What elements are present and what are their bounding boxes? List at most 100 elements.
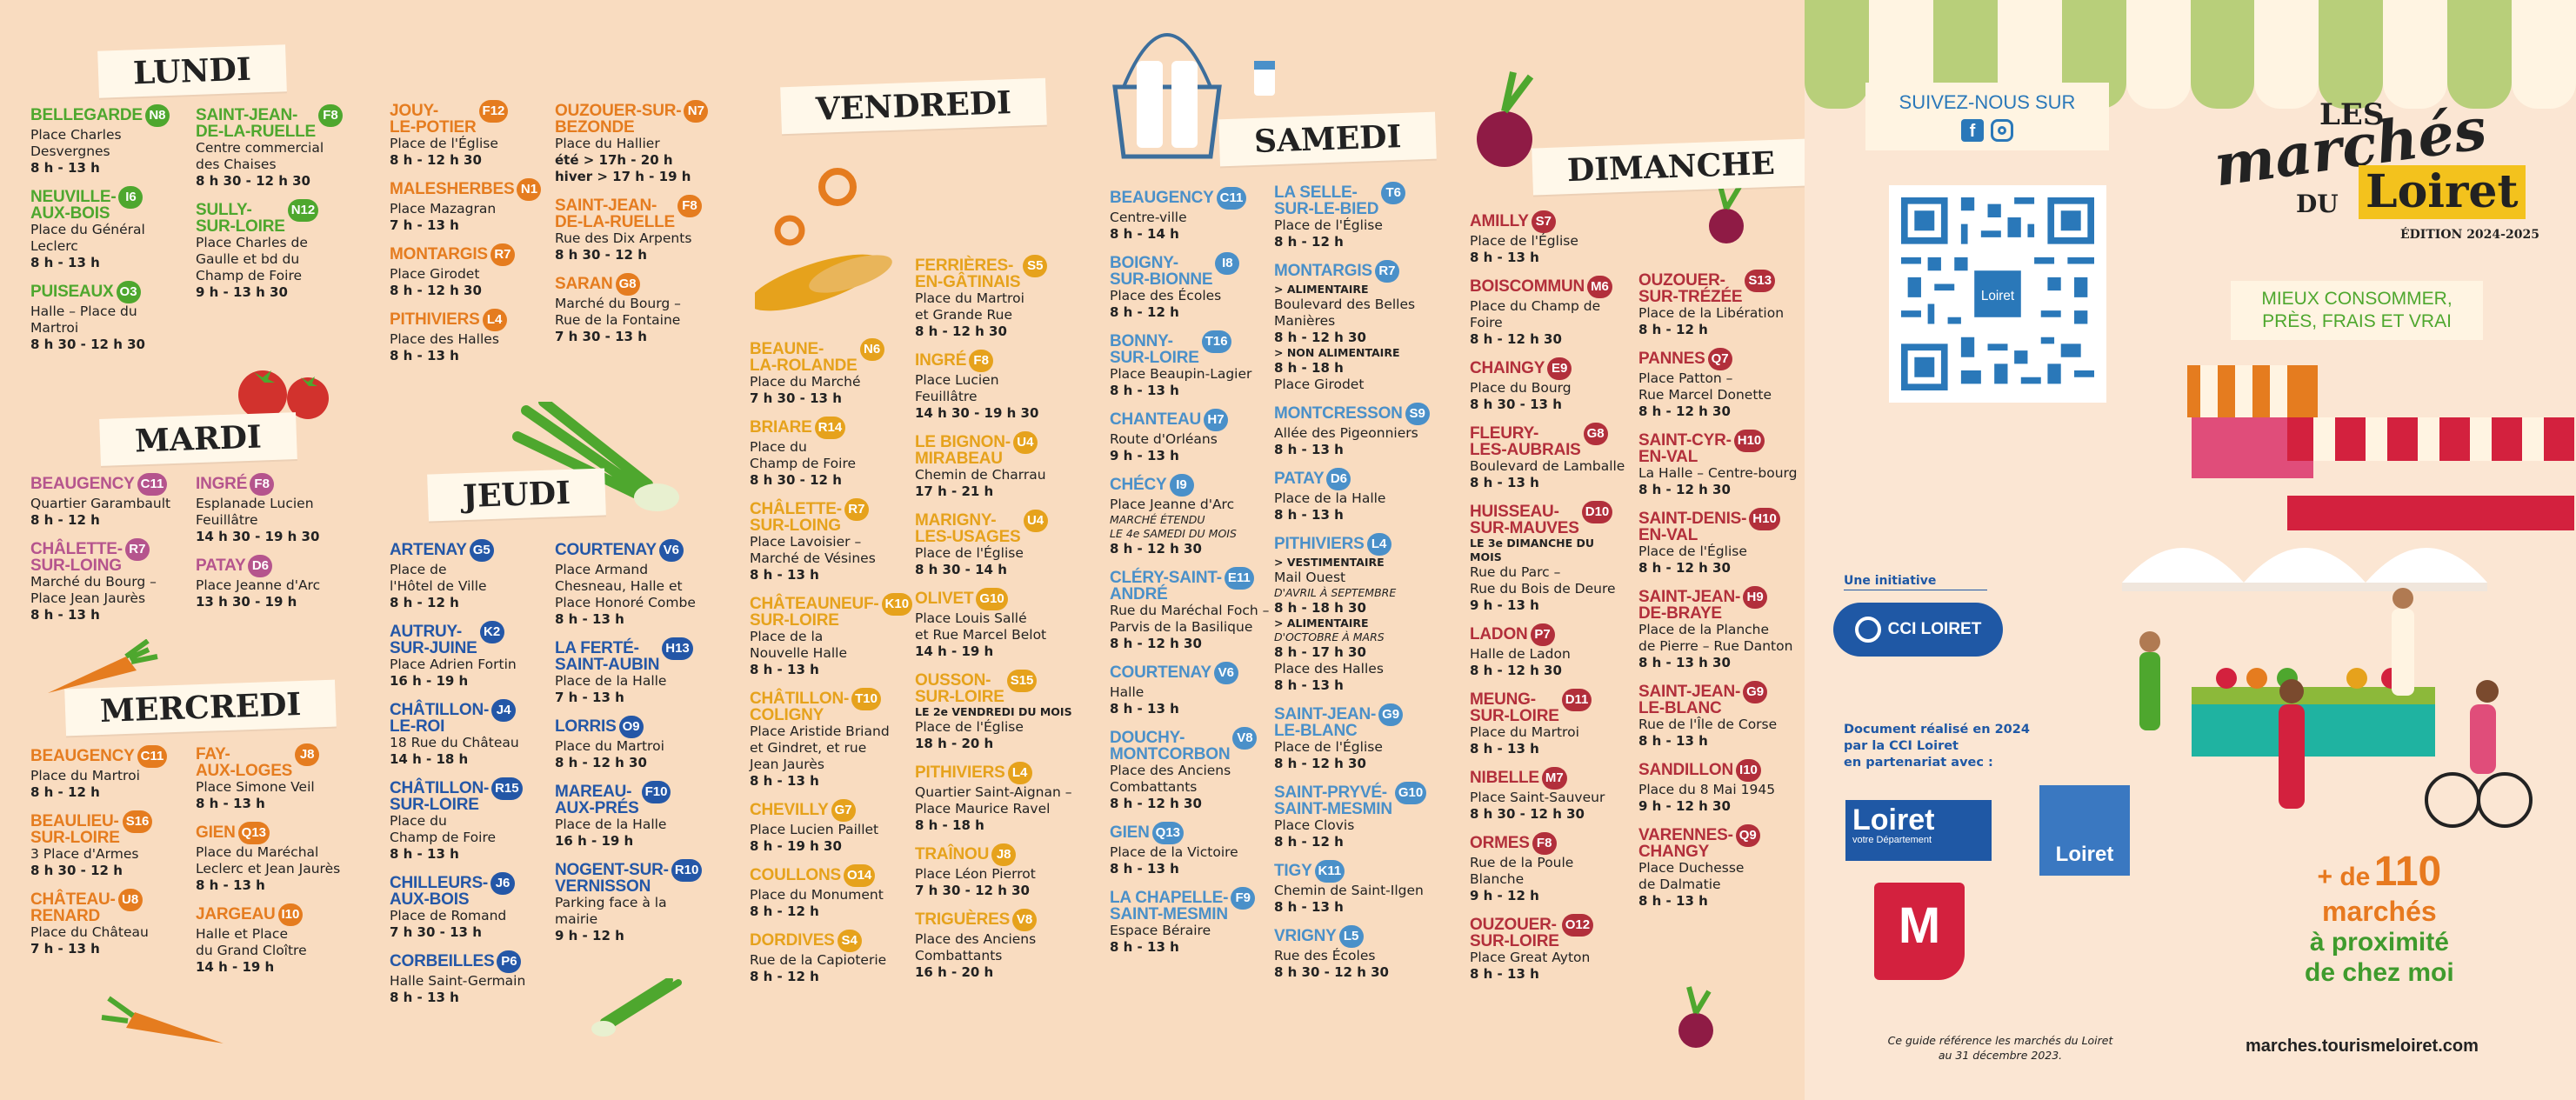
tomatoes-illustration bbox=[238, 370, 329, 419]
market-entry: CHANTEAU H7 Route d'Orléans 9 h - 13 h bbox=[1110, 409, 1271, 464]
market-address: Place Charles Desvergnes bbox=[30, 127, 122, 159]
market-address: Halle de Ladon bbox=[1470, 646, 1571, 662]
map-grid-badge: G8 bbox=[615, 273, 640, 296]
market-entry: MEUNG- SUR-LOIRE D11 Place du Martroi 8 h -… bbox=[1470, 689, 1626, 757]
market-name: LADON bbox=[1470, 625, 1528, 643]
map-grid-badge: R7 bbox=[490, 243, 515, 266]
market-hours: 8 h - 12 h 30 bbox=[1274, 756, 1366, 771]
market-header: OUSSON- SUR-LOIRE S15 bbox=[915, 670, 1084, 705]
market-name: SAINT-JEAN- LE-BLANC bbox=[1638, 683, 1741, 717]
market-hours: 8 h - 12 h bbox=[390, 595, 459, 610]
map-grid-badge: F9 bbox=[1231, 887, 1256, 910]
market-address: Halle et Place du Grand Cloître bbox=[196, 926, 307, 958]
market-header: BEAUGENCY C11 bbox=[30, 473, 191, 496]
market-address: Place du Martroi bbox=[555, 738, 664, 754]
market-header: NOGENT-SUR- VERNISSON R10 bbox=[555, 859, 729, 895]
market-hours: 8 h - 13 h 30 bbox=[1638, 655, 1731, 670]
market-header: BONNY- SUR-LOIRE T16 bbox=[1110, 330, 1271, 366]
market-hours: 9 h - 12 h bbox=[1470, 888, 1539, 903]
market-name: SAINT-JEAN- DE-LA-RUELLE bbox=[196, 106, 316, 141]
market-hours: 9 h - 13 h 30 bbox=[196, 284, 288, 300]
market-address: Marché du Bourg – Place Jean Jaurès bbox=[30, 574, 157, 606]
market-entry: GIEN Q13 Place de la Victoire 8 h - 13 h bbox=[1110, 822, 1271, 877]
market-header: ORMES F8 bbox=[1470, 832, 1626, 855]
market-header: NIBELLE M7 bbox=[1470, 767, 1626, 790]
facebook-icon[interactable]: f bbox=[1961, 119, 1984, 142]
map-grid-badge: S5 bbox=[1023, 255, 1048, 277]
market-hours: 8 h - 13 h bbox=[1638, 733, 1708, 749]
map-grid-badge: S7 bbox=[1531, 210, 1556, 233]
market-address: Place Duchesse de Dalmatie bbox=[1638, 860, 1745, 892]
market-hours: 8 h - 13 h bbox=[390, 846, 459, 862]
market-entry: INGRÉ F8 Esplanade Lucien Feuillâtre 14 h 3… bbox=[196, 473, 352, 545]
market-entry: CHÂTILLON- SUR-LOIRE R15 Place du Champ de… bbox=[390, 777, 546, 863]
market-header: SULLY- SUR-LOIRE N12 bbox=[196, 199, 370, 235]
m-ton-marche-logo[interactable]: M bbox=[1874, 883, 1965, 980]
market-header: DOUCHY- MONTCORBON V8 bbox=[1110, 727, 1271, 763]
market-address: Place du 8 Mai 1945 bbox=[1638, 782, 1776, 797]
website-link[interactable]: marches.tourismeloiret.com bbox=[2246, 1037, 2479, 1056]
loiret-departement-logo[interactable]: Loiret votre Département bbox=[1845, 800, 1992, 861]
market-entry: SARAN G8 Marché du Bourg – Rue de la Fonta… bbox=[555, 273, 729, 345]
market-hours: 14 h - 19 h bbox=[196, 959, 275, 975]
market-name: AMILLY bbox=[1470, 212, 1529, 230]
market-header: LADON P7 bbox=[1470, 623, 1626, 646]
beetroot-illustration bbox=[1477, 71, 1534, 167]
market-name: MARIGNY- LES-USAGES bbox=[915, 511, 1021, 546]
qr-code[interactable]: Loiret bbox=[1889, 185, 2106, 403]
market-address: Place de l'Église bbox=[1470, 233, 1578, 249]
market-header: DORDIVES S4 bbox=[750, 930, 906, 952]
market-entry: MARIGNY- LES-USAGES U4 Place de l'Église 8 … bbox=[915, 510, 1084, 578]
market-address: Place de Romand bbox=[390, 908, 507, 923]
market-note: > NON ALIMENTAIRE bbox=[1274, 346, 1400, 359]
column-samedi-1: BEAUGENCY C11 Centre-ville 8 h - 14 h BOIGNY… bbox=[1110, 187, 1271, 968]
tourisme-loiret-logo[interactable]: Loiret bbox=[2039, 785, 2130, 876]
map-grid-badge: J8 bbox=[991, 843, 1017, 866]
market-name: CHÉCY bbox=[1110, 476, 1167, 494]
instagram-icon[interactable] bbox=[1991, 119, 2013, 142]
market-header: BRIARE R14 bbox=[750, 417, 906, 439]
market-name: BEAULIEU- SUR-LOIRE bbox=[30, 812, 120, 847]
market-name: SAINT-JEAN- DE-BRAYE bbox=[1638, 588, 1741, 623]
market-name: TIGY bbox=[1274, 862, 1312, 880]
map-grid-badge: L4 bbox=[482, 309, 507, 331]
market-entry: SAINT-PRYVÉ- SAINT-MESMIN G10 Place Clovis… bbox=[1274, 782, 1439, 850]
market-name: JOUY- LE-POTIER bbox=[390, 102, 477, 137]
footer-note: Ce guide référence les marchés du Loiret… bbox=[1887, 1034, 2113, 1062]
market-address: Esplanade Lucien Feuillâtre bbox=[196, 496, 314, 528]
market-hours: 8 h - 12 h 30 bbox=[1470, 663, 1562, 678]
map-grid-badge: I8 bbox=[1215, 252, 1240, 275]
market-name: CLÉRY-SAINT- ANDRÉ bbox=[1110, 569, 1222, 603]
follow-us-label: SUIVEZ-NOUS SUR bbox=[1899, 91, 2076, 113]
map-grid-badge: C11 bbox=[137, 473, 168, 496]
market-header: LE BIGNON- MIRABEAU U4 bbox=[915, 431, 1084, 467]
market-header: JOUY- LE-POTIER F12 bbox=[390, 100, 551, 137]
map-grid-badge: R7 bbox=[1374, 260, 1399, 283]
map-grid-badge: G5 bbox=[469, 539, 494, 562]
market-entry: LA FERTÉ- SAINT-AUBIN H13 Place de la Hall… bbox=[555, 637, 729, 706]
map-grid-badge: Q13 bbox=[1151, 822, 1185, 844]
market-hours: 8 h 30 - 12 h 30 bbox=[1274, 964, 1389, 980]
map-grid-badge: M6 bbox=[1587, 276, 1612, 298]
market-note: > ALIMENTAIRE bbox=[1274, 283, 1369, 296]
market-hours: 8 h - 13 h bbox=[750, 773, 819, 789]
column-lundi-2: SAINT-JEAN- DE-LA-RUELLE F8 Centre commerc… bbox=[196, 104, 370, 313]
market-entry: SAINT-JEAN- DE-LA-RUELLE F8 Centre commerc… bbox=[196, 104, 370, 190]
market-name: COULLONS bbox=[750, 866, 842, 884]
cci-loiret-logo[interactable]: CCI LOIRET bbox=[1833, 603, 2003, 657]
market-header: CLÉRY-SAINT- ANDRÉ E11 bbox=[1110, 567, 1271, 603]
market-name: MEUNG- SUR-LOIRE bbox=[1470, 690, 1559, 725]
bread-illustration bbox=[755, 168, 892, 311]
market-address: Place Aristide Briand et Gindret, et rue… bbox=[750, 723, 890, 772]
market-hours: 8 h - 12 h 30 bbox=[1110, 636, 1202, 651]
market-address: 3 Place d'Armes bbox=[30, 846, 139, 862]
tagline: MIEUX CONSOMMER, PRÈS, FRAIS ET VRAI bbox=[2231, 281, 2483, 340]
market-hours: 7 h - 13 h bbox=[30, 941, 100, 957]
market-entry: SULLY- SUR-LOIRE N12 Place Charles de Gaul… bbox=[196, 199, 370, 301]
market-entry: PATAY D6 Place Jeanne d'Arc 13 h 30 - 19 h bbox=[196, 555, 352, 610]
logo-loiret: Loiret bbox=[2359, 165, 2526, 219]
map-grid-badge: S16 bbox=[122, 810, 153, 833]
market-address: Place du Hallier bbox=[555, 136, 660, 151]
market-entry: BRIARE R14 Place du Champ de Foire 8 h 30 -… bbox=[750, 417, 906, 489]
market-address: Place des Halles bbox=[390, 331, 499, 347]
